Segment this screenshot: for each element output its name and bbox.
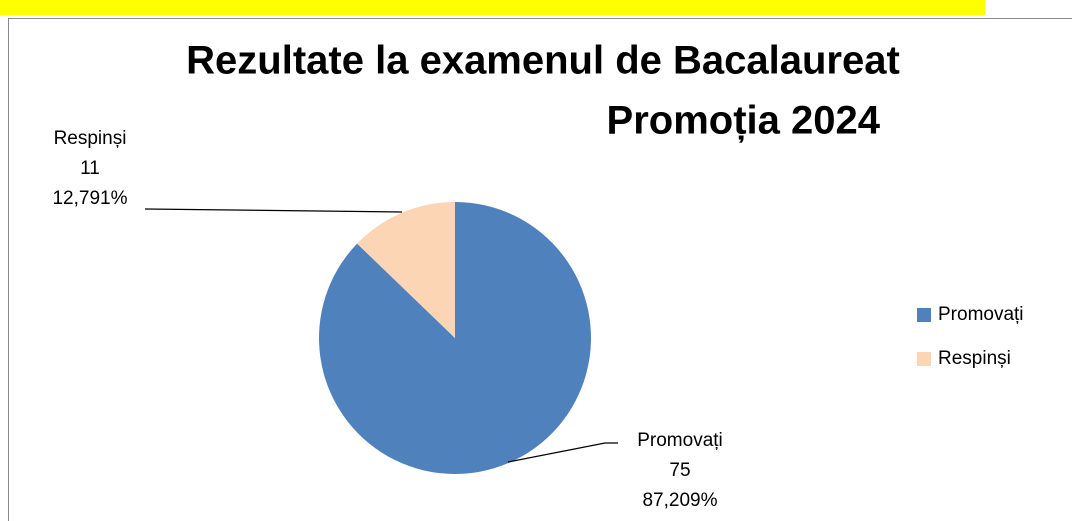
leader-line — [144, 208, 403, 213]
pie-slice — [319, 202, 592, 474]
data-label-value: 11 — [80, 158, 100, 179]
data-label-name: Respinși — [54, 128, 127, 149]
chart-title: Rezultate la examenul de Bacalaureat — [186, 39, 900, 83]
legend-label: Respinși — [938, 348, 1011, 369]
legend-label: Promovați — [938, 304, 1024, 325]
data-label-name: Promovați — [637, 430, 723, 451]
data-label-percent: 12,791% — [52, 188, 127, 209]
chart-title: Promoția 2024 — [607, 99, 881, 143]
leader-line — [507, 442, 618, 463]
highlight-strip — [0, 0, 985, 15]
legend-swatch — [917, 352, 931, 366]
legend-swatch — [917, 308, 931, 322]
data-label-value: 75 — [669, 460, 690, 481]
data-label-percent: 87,209% — [642, 490, 717, 511]
pie-slice — [357, 202, 455, 338]
